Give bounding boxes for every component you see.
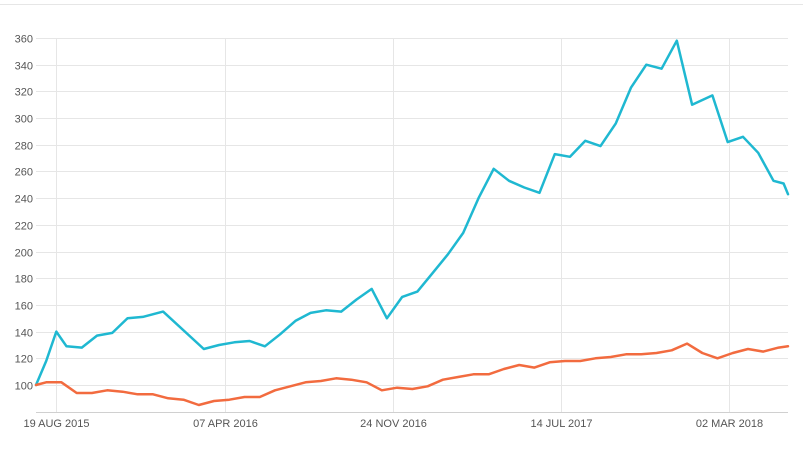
y-tick-labels: 100 120 140 160 180 200 220 240 260 280 300 320 340 3… [15,34,33,393]
x-tick-label: 24 NOV 2016 [360,418,427,430]
y-tick-label: 200 [15,248,33,260]
y-tick-label: 160 [15,301,33,313]
series-lines [34,39,790,407]
x-tick-label: 14 JUL 2017 [531,418,593,430]
y-tick-label: 340 [15,61,33,73]
y-tick-label: 320 [15,87,33,99]
y-tick-label: 220 [15,221,33,233]
y-tick-label: 180 [15,274,33,286]
y-tick-label: 300 [15,114,33,126]
x-tick-label: 02 MAR 2018 [696,418,763,430]
y-tick-label: 280 [15,141,33,153]
series-line-1 [34,39,790,387]
y-tick-label: 100 [15,381,33,393]
x-gridlines [56,38,730,412]
x-tick-label: 19 AUG 2015 [23,418,89,430]
y-gridlines [36,38,788,386]
x-tick-label: 07 APR 2016 [193,418,258,430]
y-tick-label: 240 [15,194,33,206]
y-tick-label: 260 [15,167,33,179]
y-tick-label: 140 [15,328,33,340]
x-tick-labels: 19 AUG 2015 07 APR 2016 24 NOV 2016 14 JUL … [23,418,763,430]
y-tick-label: 360 [15,34,33,46]
series-line-2 [34,342,790,407]
y-tick-label: 120 [15,354,33,366]
